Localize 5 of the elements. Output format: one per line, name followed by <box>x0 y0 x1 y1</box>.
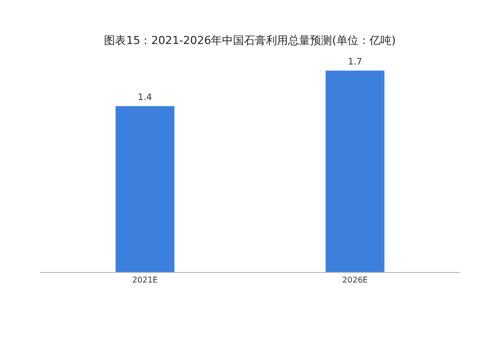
data-label: 1.4 <box>138 93 152 104</box>
x-tick-label: 2021E <box>132 276 158 285</box>
chart-title: 图表15：2021-2026年中国石膏利用总量预测(单位：亿吨) <box>104 34 396 47</box>
data-label: 1.7 <box>348 58 362 68</box>
x-tick-label: 2026E <box>342 276 368 285</box>
